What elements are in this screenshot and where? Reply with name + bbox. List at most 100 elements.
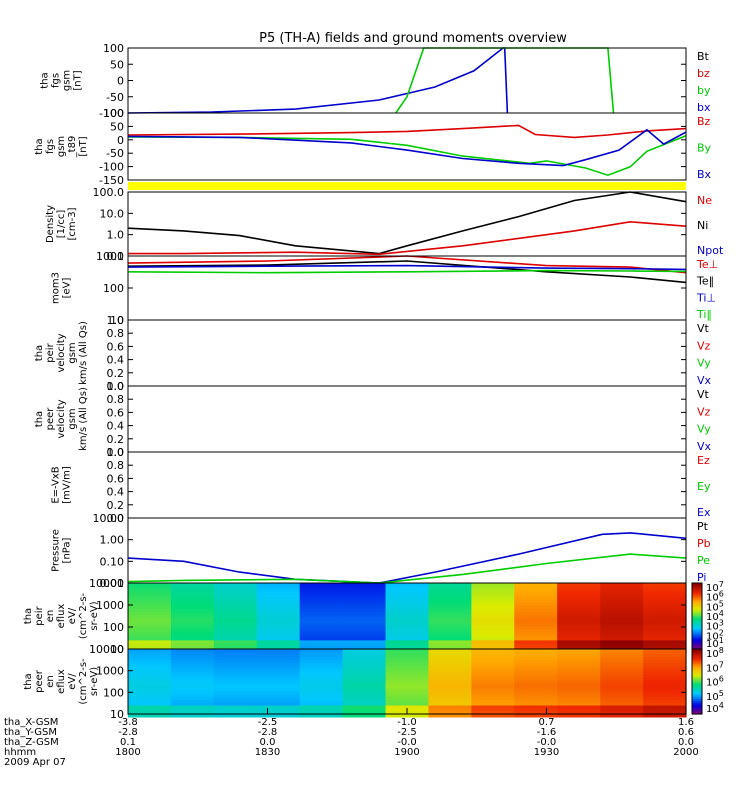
- heatmap-cell: [428, 697, 472, 701]
- heatmap-cell: [514, 671, 558, 676]
- y-tick-label: 10: [110, 314, 124, 327]
- heatmap-cell: [299, 685, 344, 690]
- heatmap-cell: [600, 583, 644, 587]
- heatmap-cell: [600, 691, 644, 695]
- heatmap-cell: [428, 628, 472, 633]
- heatmap-cell: [557, 623, 601, 627]
- heatmap-cell: [471, 657, 515, 661]
- heatmap-cell: [385, 697, 429, 701]
- heatmap-cell: [600, 660, 644, 664]
- heatmap-cell: [256, 682, 301, 687]
- heatmap-cell: [128, 699, 172, 704]
- heatmap-cell: [256, 626, 301, 630]
- heatmap-cell: [299, 614, 344, 619]
- heatmap-cell: [128, 691, 172, 695]
- y-tick-label: 100: [103, 686, 124, 699]
- y-tick-label: 1.0: [107, 446, 125, 459]
- heatmap-cell: [557, 591, 601, 596]
- heatmap-cell: [557, 649, 601, 653]
- colorbar-segment: [692, 618, 702, 621]
- x-annotation-value: -0.0: [537, 737, 557, 748]
- y-axis-label-line: peir: [45, 342, 56, 362]
- heatmap-cell: [128, 668, 172, 673]
- heatmap-cell: [514, 623, 558, 627]
- heatmap-cell: [385, 637, 429, 641]
- heatmap-cell: [128, 657, 172, 661]
- heatmap-cell: [557, 714, 601, 718]
- heatmap-cell: [128, 705, 172, 709]
- heatmap-cell: [471, 620, 515, 624]
- legend-entry: Pt: [697, 520, 709, 533]
- x-annotation-row-label: tha_Y-GSM: [4, 727, 57, 738]
- x-annotation-value: -1.6: [537, 727, 557, 738]
- y-tick-label: 100: [103, 621, 124, 634]
- heatmap-cell: [514, 663, 558, 667]
- heatmap-cell: [385, 643, 429, 647]
- y-axis-label-line: eflux: [56, 669, 67, 694]
- heatmap-cell: [256, 702, 301, 707]
- heatmap-cell: [600, 637, 644, 641]
- heatmap-cell: [600, 654, 644, 659]
- heatmap-cell: [342, 671, 387, 676]
- heatmap-cell: [557, 702, 601, 707]
- heatmap-cell: [256, 588, 301, 593]
- heatmap-cell: [170, 623, 215, 627]
- heatmap-cell: [170, 699, 215, 704]
- x-annotation-value: -2.8: [118, 727, 138, 738]
- heatmap-cell: [342, 611, 387, 616]
- heatmap-cell: [557, 603, 601, 607]
- heatmap-cell: [428, 651, 472, 656]
- y-axis-label-line: tha: [40, 72, 51, 88]
- heatmap-cell: [471, 588, 515, 593]
- heatmap-cell: [213, 620, 258, 624]
- y-axis-label-line: en: [45, 675, 56, 688]
- heatmap-cell: [342, 668, 387, 673]
- heatmap-cell: [600, 634, 644, 639]
- heatmap-cell: [213, 668, 258, 673]
- y-axis-label: mom3 [eV]: [51, 272, 73, 304]
- heatmap-cell: [557, 617, 601, 621]
- heatmap-cell: [299, 649, 344, 653]
- heatmap-cell: [471, 694, 515, 698]
- heatmap-cell: [428, 614, 472, 619]
- heatmap-cell: [600, 646, 644, 650]
- y-tick-label: -50: [106, 147, 124, 160]
- heatmap-cell: [385, 649, 429, 653]
- heatmap-cell: [170, 651, 215, 656]
- y-axis-label-line: velocity: [56, 399, 67, 438]
- heatmap-cell: [128, 640, 172, 644]
- heatmap-cell: [342, 643, 387, 647]
- legend-entry: Ey: [697, 480, 711, 493]
- heatmap-cell: [600, 705, 644, 709]
- colorbar-segment: [692, 668, 702, 672]
- y-tick-label: 1.0: [107, 380, 125, 393]
- heatmap-cell: [514, 620, 558, 624]
- y-axis-label-line: eflux: [56, 604, 67, 629]
- heatmap-cell: [128, 649, 172, 653]
- heatmap-cell: [385, 631, 429, 636]
- heatmap-cell: [428, 583, 472, 587]
- heatmap-cell: [428, 691, 472, 695]
- heatmap-cell: [471, 711, 515, 715]
- heatmap-cell: [514, 702, 558, 707]
- panel-1: 100 50 0 -50 -100 tha fgs gsm [nT] Bt bz by bx: [40, 42, 711, 120]
- heatmap-cell: [128, 608, 172, 613]
- heatmap-cell: [170, 617, 215, 621]
- panel-frame: [127, 112, 687, 181]
- colorbar-segment: [692, 602, 702, 606]
- series-line-Ti⊥: [127, 264, 687, 271]
- y-tick-label: -100: [99, 161, 124, 174]
- legend-entry: Ez: [697, 454, 710, 467]
- heatmap-cell: [514, 637, 558, 641]
- colorbar-segment: [692, 611, 702, 615]
- y-tick-label: 1000: [96, 250, 124, 263]
- heatmap-cell: [471, 631, 515, 636]
- heatmap-cell: [514, 606, 558, 610]
- heatmap-cell: [256, 668, 301, 673]
- heatmap-cell: [643, 649, 687, 653]
- heatmap-cell: [128, 680, 172, 684]
- heatmap-cell: [471, 608, 515, 613]
- heatmap-cell: [299, 611, 344, 616]
- heatmap-cell: [557, 663, 601, 667]
